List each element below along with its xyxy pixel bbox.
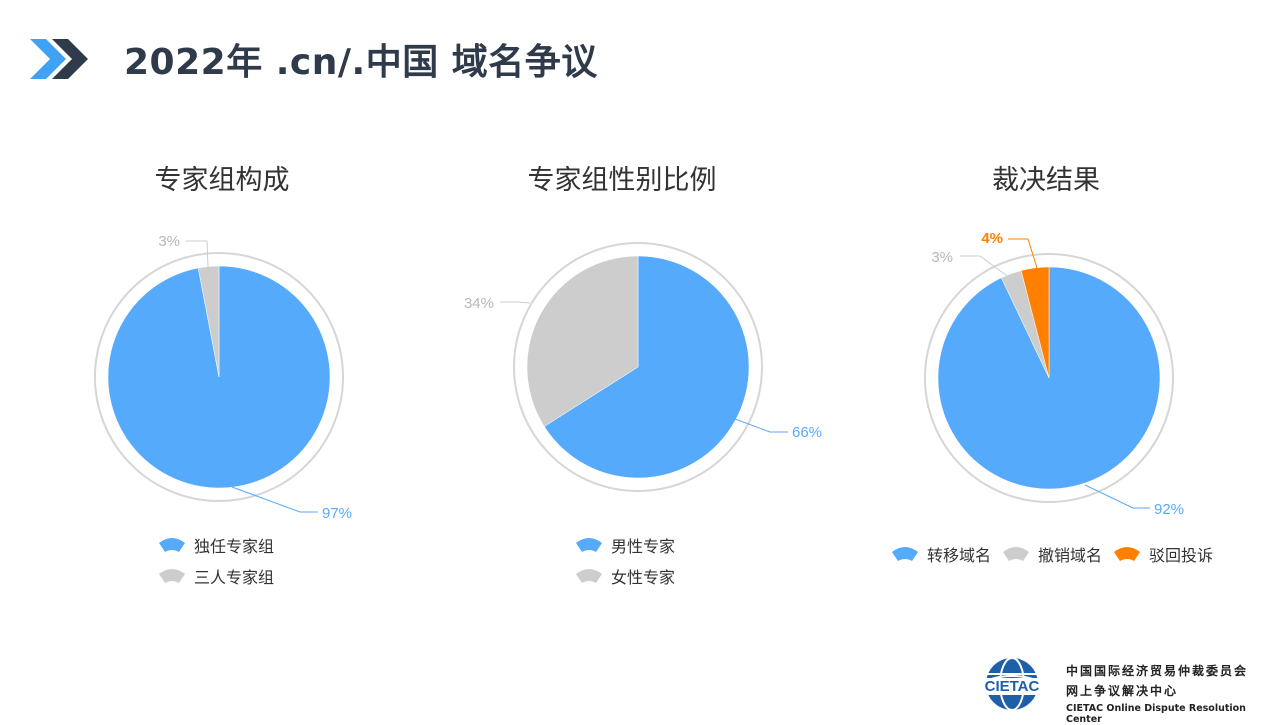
- legend-item-solo-panel: 独任专家组: [157, 533, 274, 557]
- pie-leader-line: [1084, 484, 1150, 509]
- pie-outer-ring: [924, 253, 1174, 503]
- pie-outer-ring: [94, 252, 344, 502]
- chart-title-decision-results: 裁决结果: [992, 165, 1100, 196]
- cietac-globe-logo-icon: CIETAC: [974, 657, 1050, 711]
- pie-slice-2: [526, 255, 639, 427]
- pie-data-label: 4%: [981, 230, 1003, 247]
- footer-logo-block: CIETAC 中国国际经济贸易仲裁委员会 网上争议解决中心 CIETAC Onl…: [974, 654, 1274, 725]
- legend-label: 男性专家: [611, 537, 676, 556]
- pie-slice-3: [1020, 266, 1050, 379]
- pie-leader-line: [734, 418, 788, 433]
- legend-fan-icon: [159, 538, 185, 552]
- slide-title: 2022年 .cn/.中国 域名争议: [124, 42, 598, 83]
- footer-text: 中国国际经济贸易仲裁委员会 网上争议解决中心 CIETAC Online Dis…: [1066, 662, 1274, 725]
- legend-fan-icon: [1114, 547, 1140, 561]
- legend-item-cancel-domain: 撤销域名: [1001, 542, 1102, 566]
- pie-data-label: 66%: [792, 424, 822, 441]
- legend-item-male-experts: 男性专家: [574, 533, 675, 557]
- pie-leader-line: [960, 255, 1011, 279]
- logo-text: CIETAC: [985, 678, 1040, 695]
- legend-label: 驳回投诉: [1149, 546, 1214, 565]
- legend-fan-icon: [576, 569, 602, 583]
- legend-fan-icon: [576, 538, 602, 552]
- legend-label: 独任专家组: [194, 537, 275, 556]
- pie-outer-ring: [513, 242, 763, 492]
- pie-data-label: 3%: [931, 249, 953, 266]
- pie-data-label: 97%: [322, 505, 352, 522]
- pie-data-label: 34%: [464, 295, 494, 312]
- org-name-cn: 中国国际经济贸易仲裁委员会: [1066, 664, 1249, 678]
- center-name-cn: 网上争议解决中心: [1066, 684, 1179, 698]
- legend-item-three-member-panel: 三人专家组: [157, 564, 274, 588]
- pie-slice-2: [197, 265, 220, 378]
- legend-item-complaint-denied: 驳回投诉: [1112, 542, 1213, 566]
- chevron-arrows-icon: [30, 39, 88, 79]
- chart-title-gender-ratio: 专家组性别比例: [527, 165, 717, 196]
- legend-label: 三人专家组: [194, 568, 275, 587]
- legend-label: 女性专家: [611, 568, 676, 587]
- chart-title-panel-composition: 专家组构成: [154, 165, 290, 196]
- pie-data-label: 3%: [158, 233, 180, 250]
- legend-fan-icon: [892, 547, 918, 561]
- pie-leader-line: [500, 301, 531, 304]
- legend-label: 转移域名: [927, 546, 992, 565]
- pie-leader-line: [231, 486, 318, 513]
- pie-leader-line: [1008, 238, 1038, 269]
- pie-data-label: 92%: [1154, 501, 1184, 518]
- pie-slice-1: [543, 255, 750, 479]
- legend-fan-icon: [159, 569, 185, 583]
- legend-item-transfer-domain: 转移域名: [890, 542, 991, 566]
- slide-header: 2022年 .cn/.中国 域名争议: [30, 34, 598, 84]
- legend-item-female-experts: 女性专家: [574, 564, 675, 588]
- pie-leader-line: [186, 240, 209, 268]
- legend-label: 撤销域名: [1038, 546, 1103, 565]
- legend-fan-icon: [1003, 547, 1029, 561]
- center-name-en: CIETAC Online Dispute Resolution Center: [1066, 703, 1246, 725]
